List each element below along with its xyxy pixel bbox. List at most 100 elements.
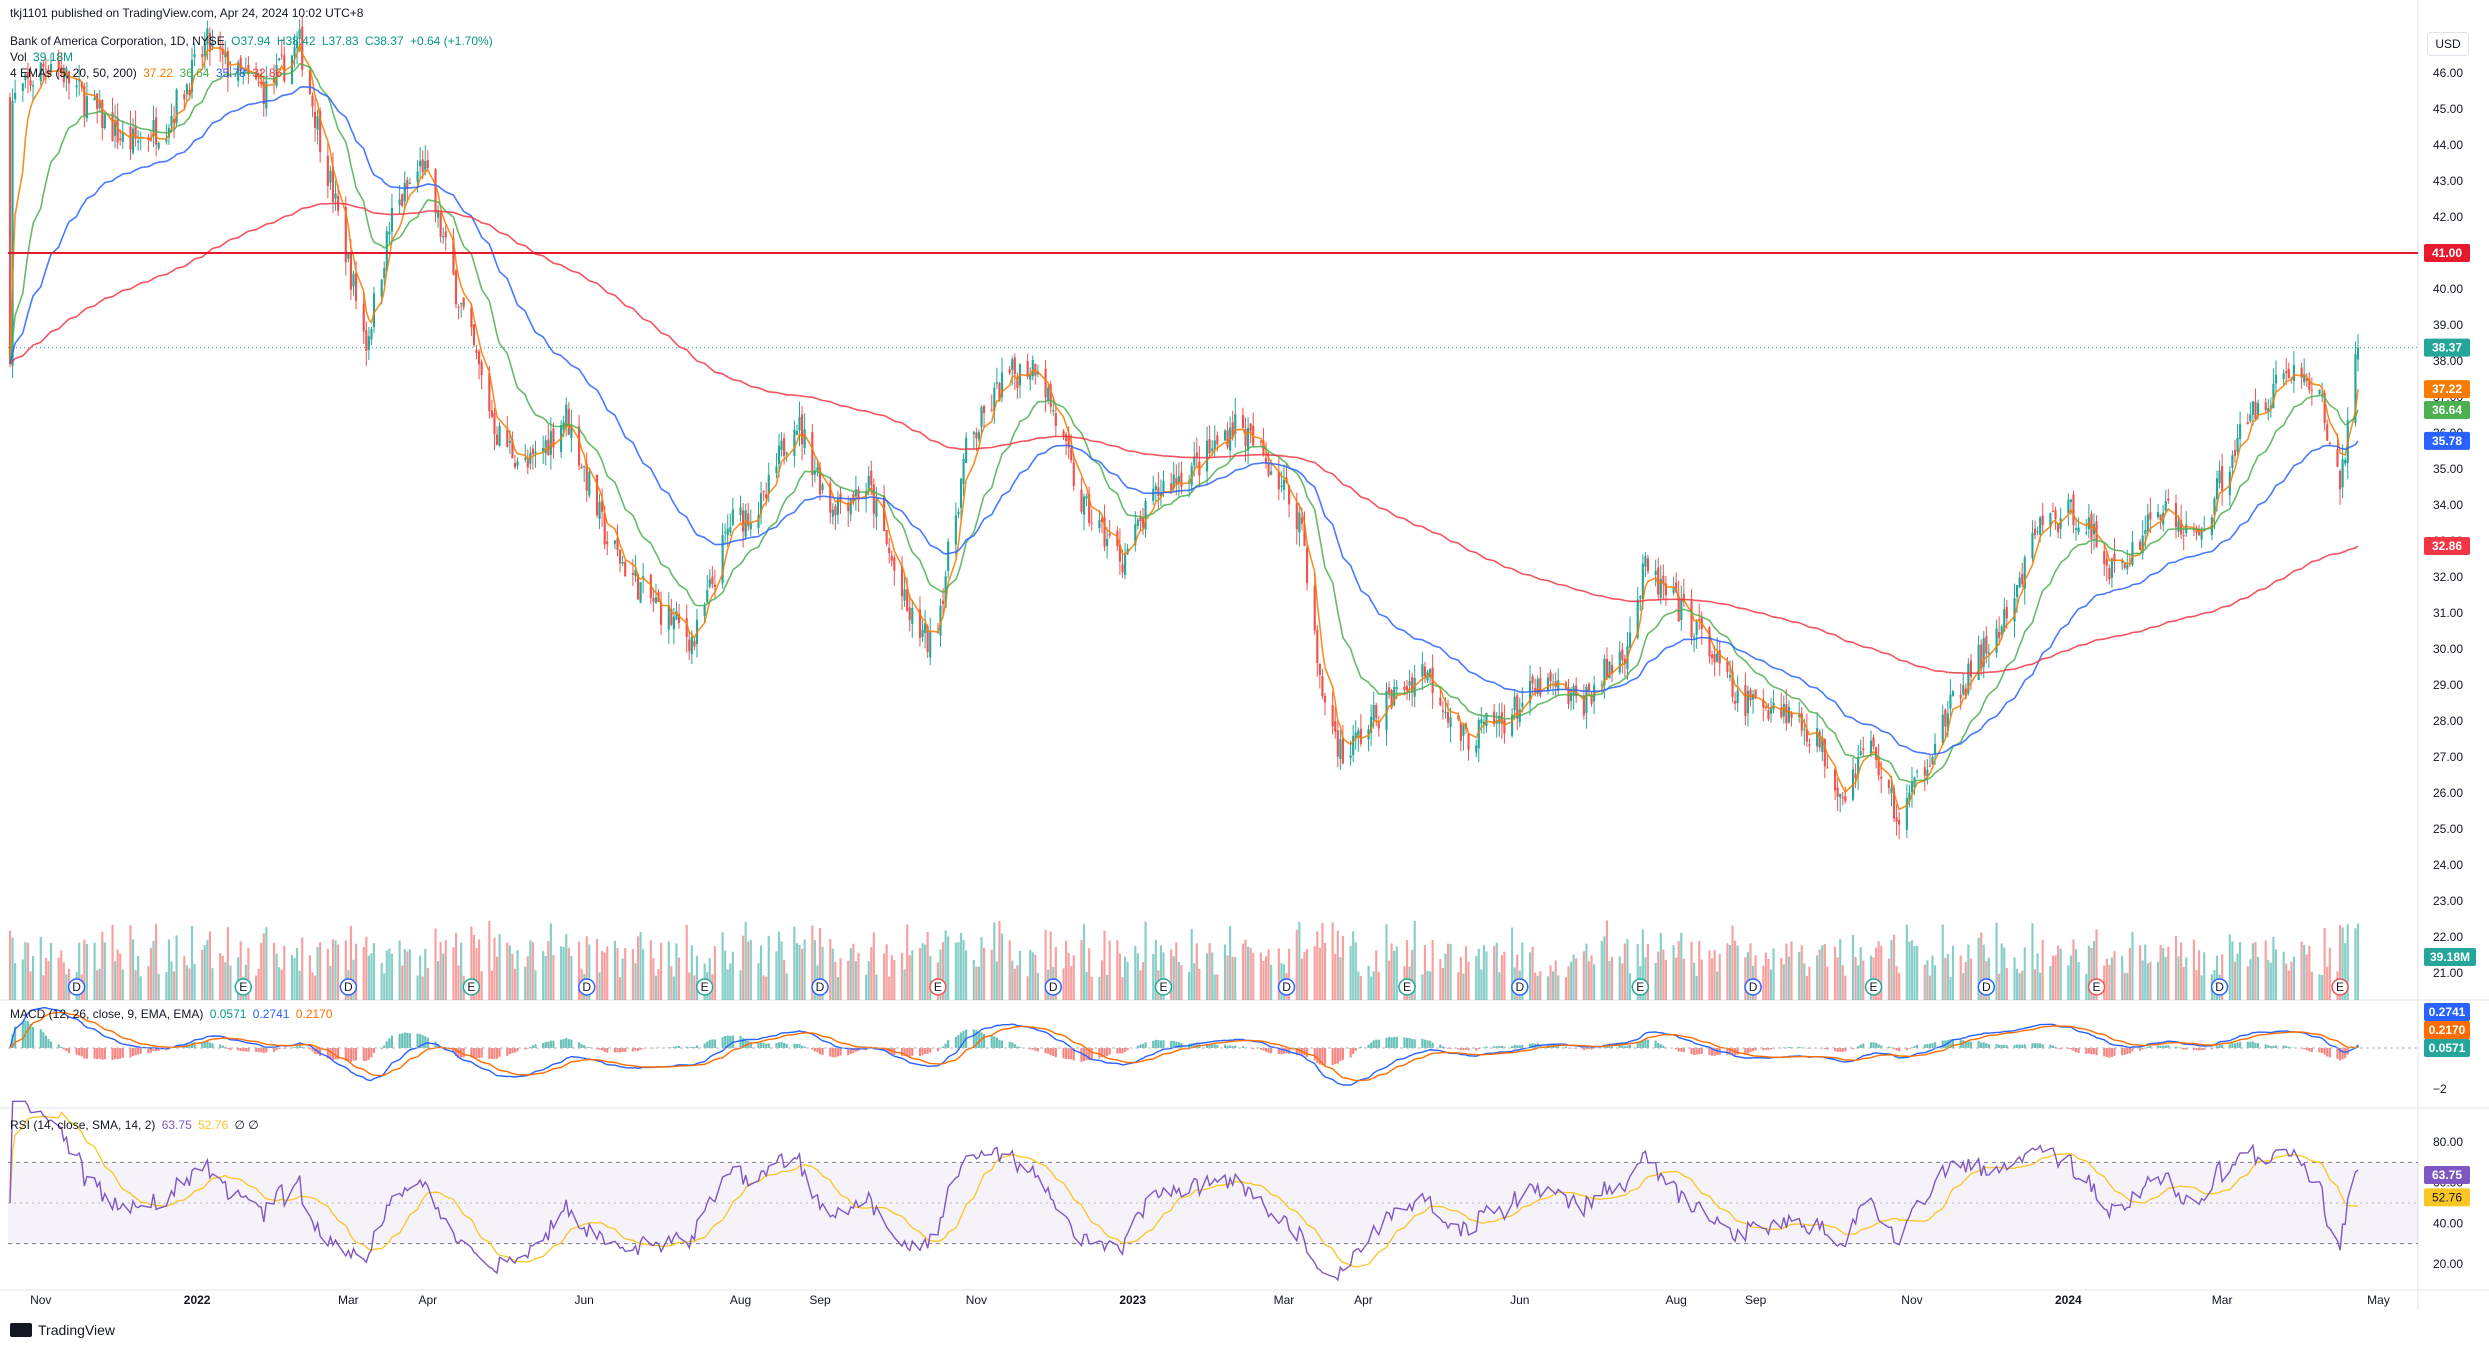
volume-bar <box>1321 922 1324 1000</box>
macd-histogram-bar <box>1582 1048 1585 1050</box>
symbol-legend: Bank of America Corporation, 1D, NYSE O3… <box>10 33 496 49</box>
candle-body <box>1249 423 1252 431</box>
candle-body <box>818 467 822 495</box>
volume-bar <box>2049 966 2052 1000</box>
macd-histogram-bar <box>101 1048 104 1060</box>
volume-bar <box>547 941 550 1000</box>
macd-histogram-bar <box>1987 1044 1990 1048</box>
candle-body <box>301 26 304 70</box>
candle-body <box>444 231 447 238</box>
currency-button[interactable]: USD <box>2427 32 2469 56</box>
candle-body <box>811 432 814 475</box>
candle-body <box>1247 427 1250 451</box>
volume-bar <box>1177 961 1180 1000</box>
macd-histogram-bar <box>2108 1048 2111 1058</box>
macd-histogram-bar <box>1564 1046 1568 1048</box>
macd-histogram-bar <box>1313 1048 1316 1061</box>
volume-bar <box>2215 955 2219 1000</box>
volume-bar <box>875 974 878 1000</box>
macd-histogram-bar <box>1851 1048 1855 1050</box>
macd-histogram-bar <box>1898 1048 1901 1052</box>
macd-histogram-bar <box>2303 1048 2306 1050</box>
candle-body <box>1923 767 1926 776</box>
candle-body <box>759 493 763 514</box>
macd-histogram-bar <box>2233 1043 2237 1048</box>
volume-bar <box>1121 977 1124 1000</box>
candle-body <box>495 434 499 446</box>
macd-histogram-bar <box>244 1048 247 1052</box>
macd-histogram-bar <box>201 1042 204 1048</box>
macd-histogram-bar <box>2177 1047 2180 1048</box>
candle-body <box>2328 442 2331 444</box>
candle-body <box>1044 368 1047 398</box>
volume-bar <box>1859 947 1862 1000</box>
volume-bar <box>1754 955 1757 1000</box>
y-tick-label: 35.00 <box>2433 462 2463 476</box>
macd-histogram-bar <box>762 1042 765 1048</box>
macd-histogram-bar <box>367 1048 370 1060</box>
candle-body <box>203 43 206 56</box>
candle-body <box>1710 654 1714 659</box>
volume-bar <box>1726 943 1729 1000</box>
candle-body <box>1898 820 1901 825</box>
volume-bar <box>1805 975 1808 1000</box>
macd-histogram-bar <box>2210 1048 2213 1050</box>
volume-bar <box>1259 952 1262 1000</box>
volume-bar <box>1103 930 1106 1000</box>
volume-bar <box>783 959 786 1000</box>
volume-bar <box>847 960 850 1000</box>
candle-body <box>606 541 609 545</box>
candle-body <box>262 82 265 105</box>
candle-body <box>1411 676 1414 693</box>
volume-bar <box>1188 971 1191 1000</box>
candle-body <box>672 616 675 630</box>
volume-bar <box>1680 932 1683 1000</box>
macd-histogram-bar <box>2287 1046 2290 1048</box>
volume-bar <box>757 963 760 1000</box>
y-tick-label: 28.00 <box>2433 714 2463 728</box>
candle-body <box>670 609 673 625</box>
volume-bar <box>2300 941 2303 1000</box>
volume-bar <box>1385 924 1388 1000</box>
candle-body <box>326 155 329 187</box>
candle-body <box>2338 471 2342 490</box>
volume-bar <box>1090 976 1093 1000</box>
volume-bar <box>172 971 176 1000</box>
macd-histogram-bar <box>116 1048 119 1060</box>
macd-histogram-bar <box>390 1035 394 1048</box>
macd-histogram-bar <box>2051 1045 2055 1048</box>
volume-bar <box>1700 959 1703 1000</box>
volume-bar <box>1808 966 1811 1000</box>
candle-body <box>1618 651 1621 673</box>
volume-bar <box>470 926 473 1000</box>
volume-bar <box>2162 948 2165 1000</box>
macd-histogram-bar <box>1862 1043 1865 1048</box>
candle-body <box>990 409 993 411</box>
x-tick-label: Mar <box>338 1293 359 1307</box>
candle-body <box>711 576 714 585</box>
candle-body <box>793 429 796 456</box>
macd-histogram-bar <box>993 1036 996 1048</box>
macd-histogram-bar <box>11 1034 14 1048</box>
volume-bar <box>365 936 368 1000</box>
volume-bar <box>2092 941 2096 1000</box>
candle-body <box>1928 765 1932 767</box>
volume-bar <box>1869 955 1873 1000</box>
candle-body <box>283 55 286 82</box>
macd-histogram-bar <box>1305 1048 1309 1058</box>
candle-body <box>1754 689 1757 699</box>
candle-body <box>957 511 960 515</box>
candle-body <box>2031 532 2034 559</box>
candle-body <box>347 253 350 259</box>
ema200-value: 32.86 <box>252 66 283 80</box>
volume-bar <box>660 942 663 1000</box>
macd-histogram-bar <box>2321 1048 2324 1053</box>
volume-bar <box>529 940 532 1000</box>
macd-histogram-bar <box>767 1043 770 1048</box>
macd-histogram-bar <box>457 1048 460 1058</box>
volume-bar <box>129 925 132 1000</box>
candle-body <box>1395 687 1398 690</box>
candle-body <box>1052 410 1055 412</box>
volume-bar <box>2144 944 2147 1000</box>
